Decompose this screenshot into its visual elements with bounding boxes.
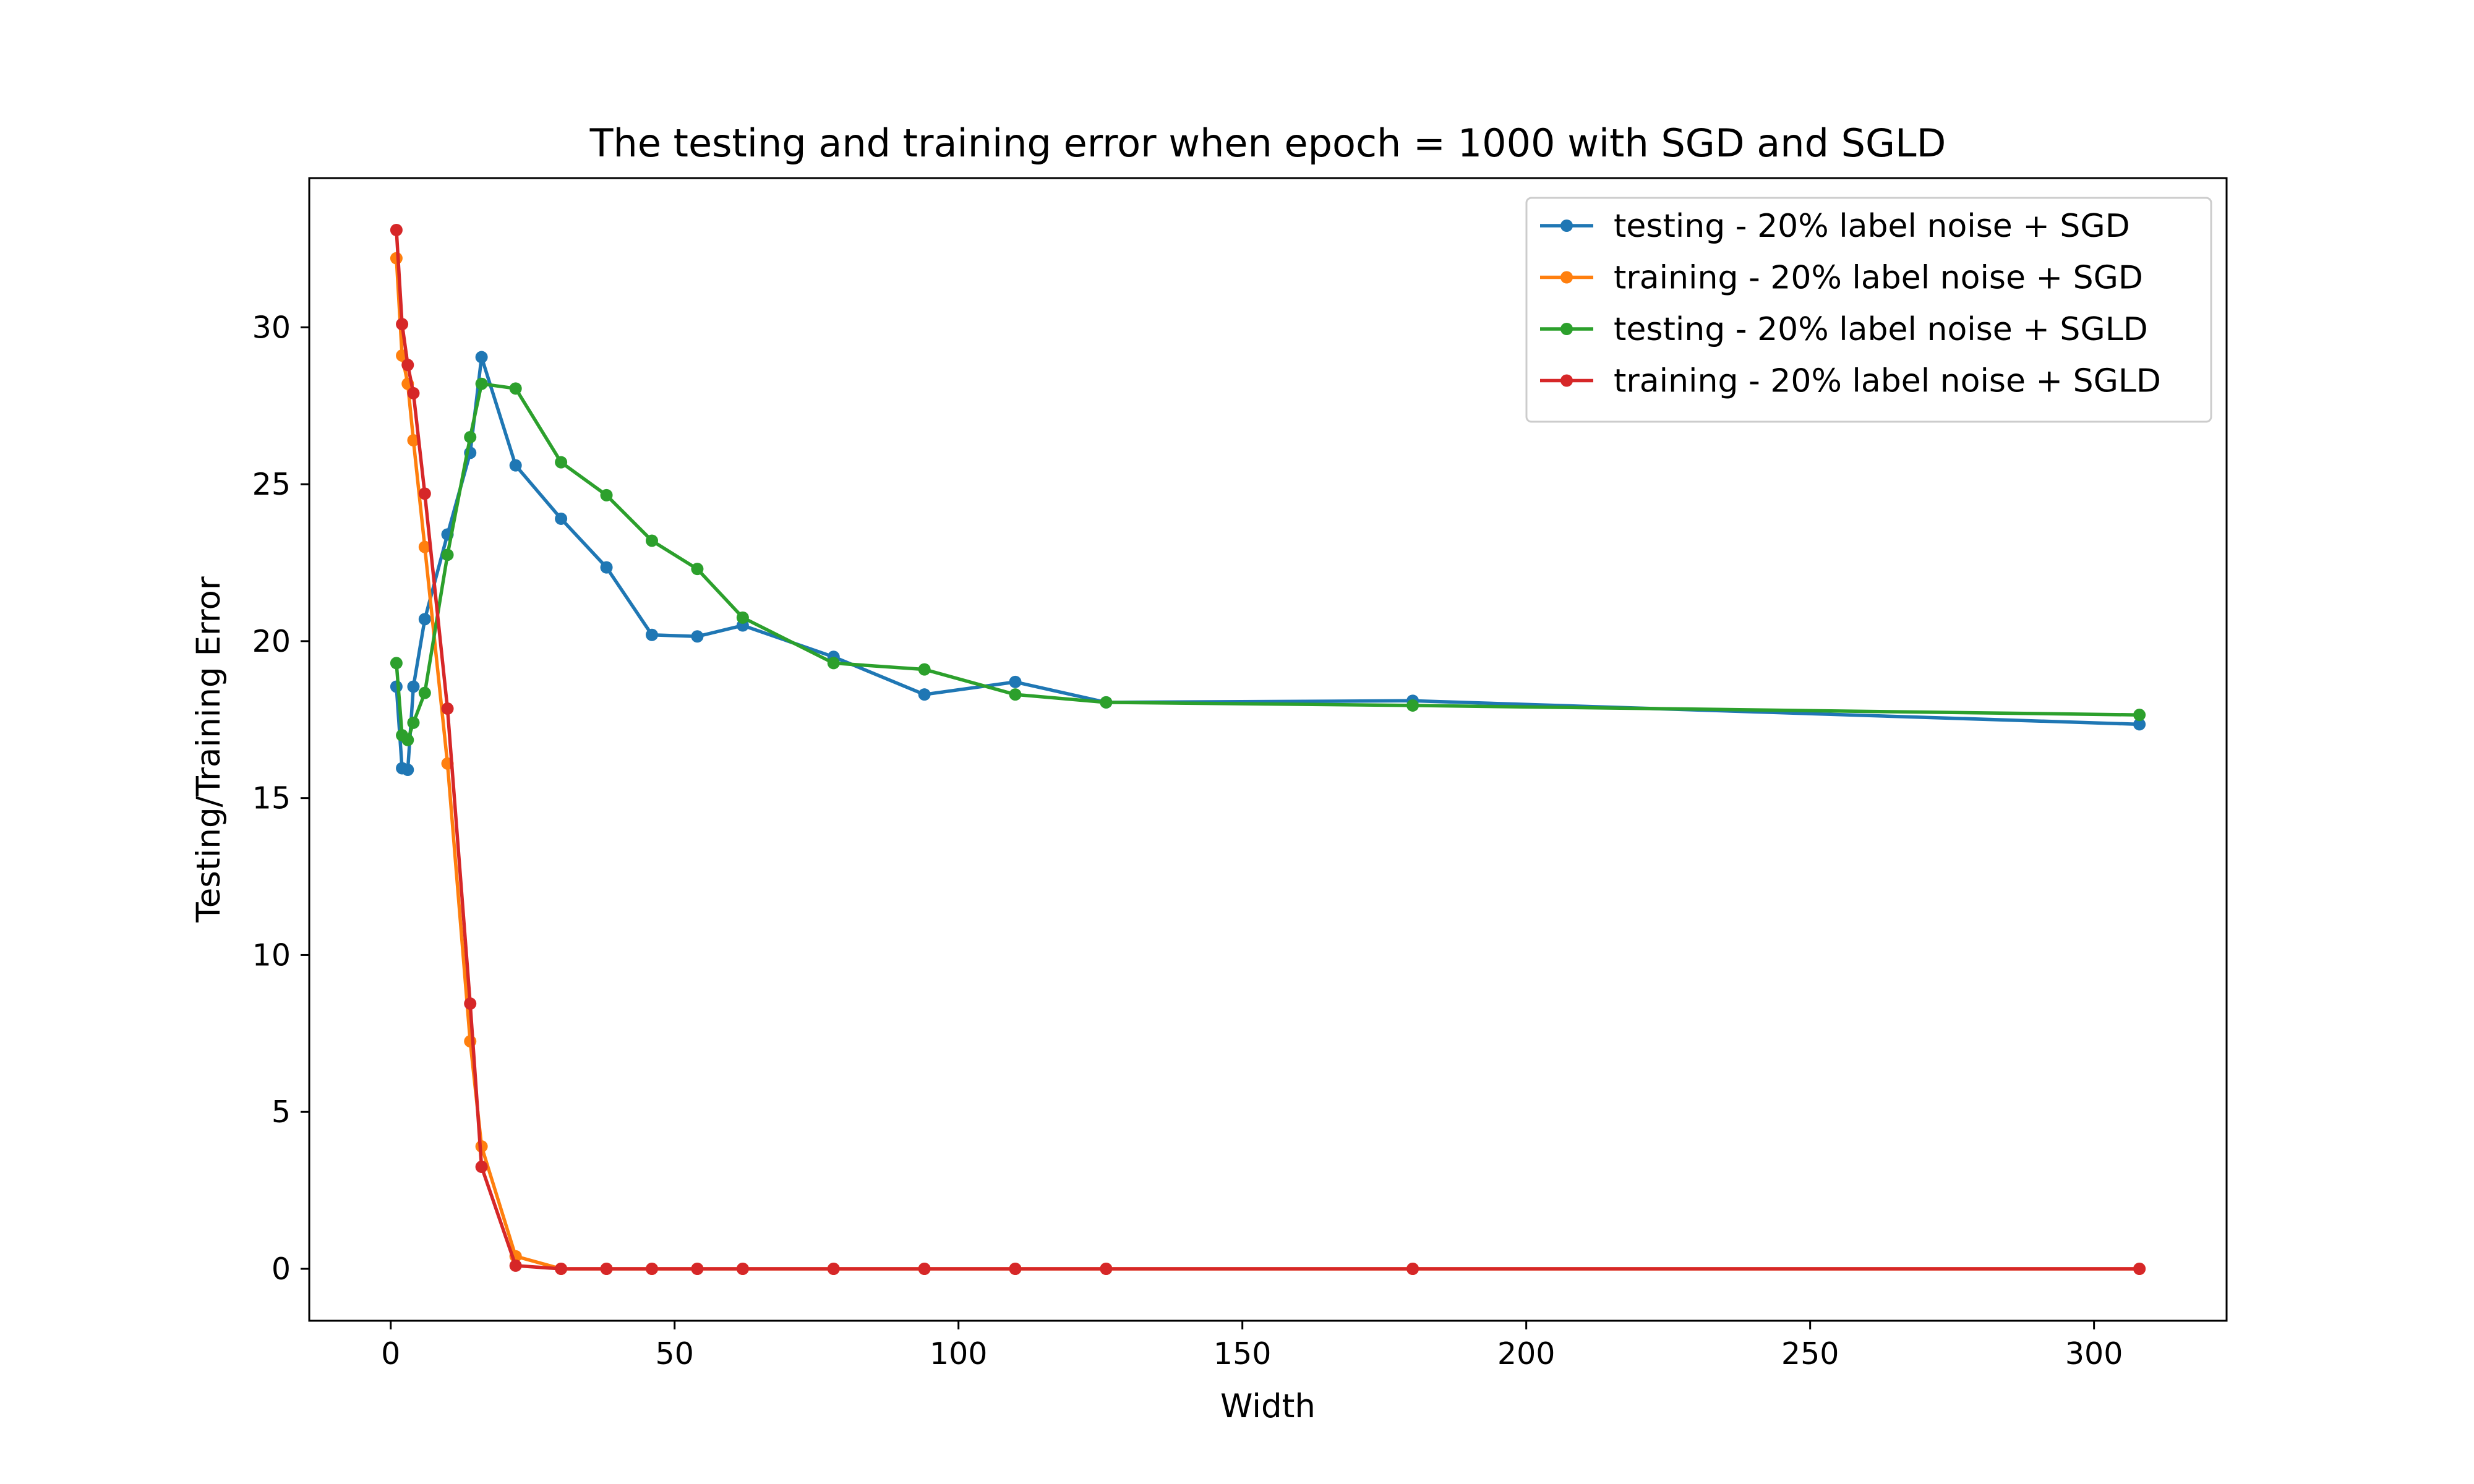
x-axis: 0 50 100 150 200 250 300 xyxy=(381,1321,2123,1371)
data-point-training-20-label-noise-sgld xyxy=(918,1263,931,1275)
data-point-training-20-label-noise-sgld xyxy=(691,1263,704,1275)
data-point-training-20-label-noise-sgld xyxy=(2133,1263,2146,1275)
data-point-training-20-label-noise-sgld xyxy=(441,702,454,715)
data-point-training-20-label-noise-sgld xyxy=(390,224,403,236)
x-tick-label: 250 xyxy=(1781,1336,1839,1371)
y-tick-label: 5 xyxy=(272,1094,291,1130)
data-point-testing-20-label-noise-sgd xyxy=(555,512,568,525)
data-point-testing-20-label-noise-sgld xyxy=(555,456,568,469)
chart-title: The testing and training error when epoc… xyxy=(589,121,1946,166)
data-point-training-20-label-noise-sgld xyxy=(475,1161,488,1174)
data-point-testing-20-label-noise-sgld xyxy=(475,377,488,390)
data-point-training-20-label-noise-sgd xyxy=(407,434,420,447)
x-tick-label: 300 xyxy=(2065,1336,2123,1371)
data-point-testing-20-label-noise-sgld xyxy=(691,563,704,576)
legend-box xyxy=(1525,197,2212,423)
data-point-testing-20-label-noise-sgd xyxy=(475,351,488,364)
data-point-testing-20-label-noise-sgd xyxy=(600,561,613,574)
y-tick-label: 20 xyxy=(252,624,291,659)
data-point-testing-20-label-noise-sgld xyxy=(645,534,658,547)
data-point-testing-20-label-noise-sgld xyxy=(918,663,931,676)
plot-frame xyxy=(308,177,2228,1322)
data-point-testing-20-label-noise-sgld xyxy=(1100,696,1113,709)
series-line-training-20-label-noise-sgld xyxy=(395,228,2141,1271)
data-point-training-20-label-noise-sgld xyxy=(396,318,409,331)
data-point-testing-20-label-noise-sgld xyxy=(509,382,522,395)
x-tick-label: 100 xyxy=(930,1336,988,1371)
y-tick-label: 10 xyxy=(252,937,291,973)
data-point-testing-20-label-noise-sgd xyxy=(418,613,431,626)
data-point-testing-20-label-noise-sgld xyxy=(401,733,414,746)
data-point-testing-20-label-noise-sgd xyxy=(691,630,704,643)
legend-label: training - 20% label noise + SGD xyxy=(1614,260,2143,297)
data-point-testing-20-label-noise-sgld xyxy=(407,716,420,729)
series-line-testing-20-label-noise-sgd xyxy=(395,355,2141,772)
data-point-training-20-label-noise-sgld xyxy=(1100,1263,1113,1275)
legend-marker xyxy=(1560,323,1573,335)
data-point-testing-20-label-noise-sgd xyxy=(1009,675,1022,688)
data-point-testing-20-label-noise-sgld xyxy=(390,657,403,670)
data-point-training-20-label-noise-sgd xyxy=(418,540,431,553)
data-point-testing-20-label-noise-sgld xyxy=(418,686,431,699)
data-point-testing-20-label-noise-sgd xyxy=(509,459,522,472)
y-tick-label: 0 xyxy=(272,1252,291,1287)
legend-marker xyxy=(1560,374,1573,387)
data-point-testing-20-label-noise-sgd xyxy=(401,763,414,776)
data-point-testing-20-label-noise-sgld xyxy=(441,548,454,561)
data-point-testing-20-label-noise-sgd xyxy=(645,628,658,641)
legend-marker xyxy=(1560,271,1573,284)
x-tick-label: 150 xyxy=(1213,1336,1272,1371)
data-point-testing-20-label-noise-sgld xyxy=(1406,699,1419,712)
data-point-training-20-label-noise-sgld xyxy=(645,1263,658,1275)
data-point-training-20-label-noise-sgld xyxy=(600,1263,613,1275)
data-point-training-20-label-noise-sgld xyxy=(418,487,431,500)
data-point-testing-20-label-noise-sgld xyxy=(736,611,749,624)
y-axis-label: Testing/Training Error xyxy=(190,576,228,923)
x-tick-label: 200 xyxy=(1497,1336,1556,1371)
data-point-testing-20-label-noise-sgd xyxy=(407,680,420,693)
legend-label: training - 20% label noise + SGLD xyxy=(1614,363,2161,400)
x-tick-label: 50 xyxy=(656,1336,694,1371)
data-point-training-20-label-noise-sgld xyxy=(736,1263,749,1275)
data-point-training-20-label-noise-sgld xyxy=(509,1259,522,1272)
series-layer xyxy=(390,224,2146,1275)
y-axis: 0 5 10 15 20 25 30 xyxy=(252,310,309,1287)
data-point-testing-20-label-noise-sgd xyxy=(918,688,931,701)
data-point-training-20-label-noise-sgld xyxy=(1406,1263,1419,1275)
legend: testing - 20% label noise + SGD training … xyxy=(1525,197,2212,423)
legend-label: testing - 20% label noise + SGD xyxy=(1614,208,2130,245)
y-tick-label: 30 xyxy=(252,310,291,345)
y-tick-label: 15 xyxy=(252,781,291,816)
data-point-testing-20-label-noise-sgld xyxy=(1009,688,1022,701)
x-axis-label: Width xyxy=(1220,1388,1316,1425)
legend-label: testing - 20% label noise + SGLD xyxy=(1614,311,2148,348)
data-point-training-20-label-noise-sgld xyxy=(555,1263,568,1275)
data-point-training-20-label-noise-sgld xyxy=(464,997,477,1010)
data-point-testing-20-label-noise-sgld xyxy=(464,430,477,443)
x-tick-label: 0 xyxy=(381,1336,400,1371)
legend-marker xyxy=(1560,220,1573,232)
data-point-testing-20-label-noise-sgld xyxy=(2133,709,2146,722)
data-point-training-20-label-noise-sgld xyxy=(401,359,414,372)
y-tick-label: 25 xyxy=(252,467,291,502)
data-point-training-20-label-noise-sgld xyxy=(827,1263,840,1275)
data-point-testing-20-label-noise-sgd xyxy=(2133,718,2146,731)
data-point-testing-20-label-noise-sgld xyxy=(827,657,840,670)
data-point-training-20-label-noise-sgld xyxy=(1009,1263,1022,1275)
data-point-testing-20-label-noise-sgld xyxy=(600,488,613,501)
data-point-training-20-label-noise-sgld xyxy=(407,386,420,399)
